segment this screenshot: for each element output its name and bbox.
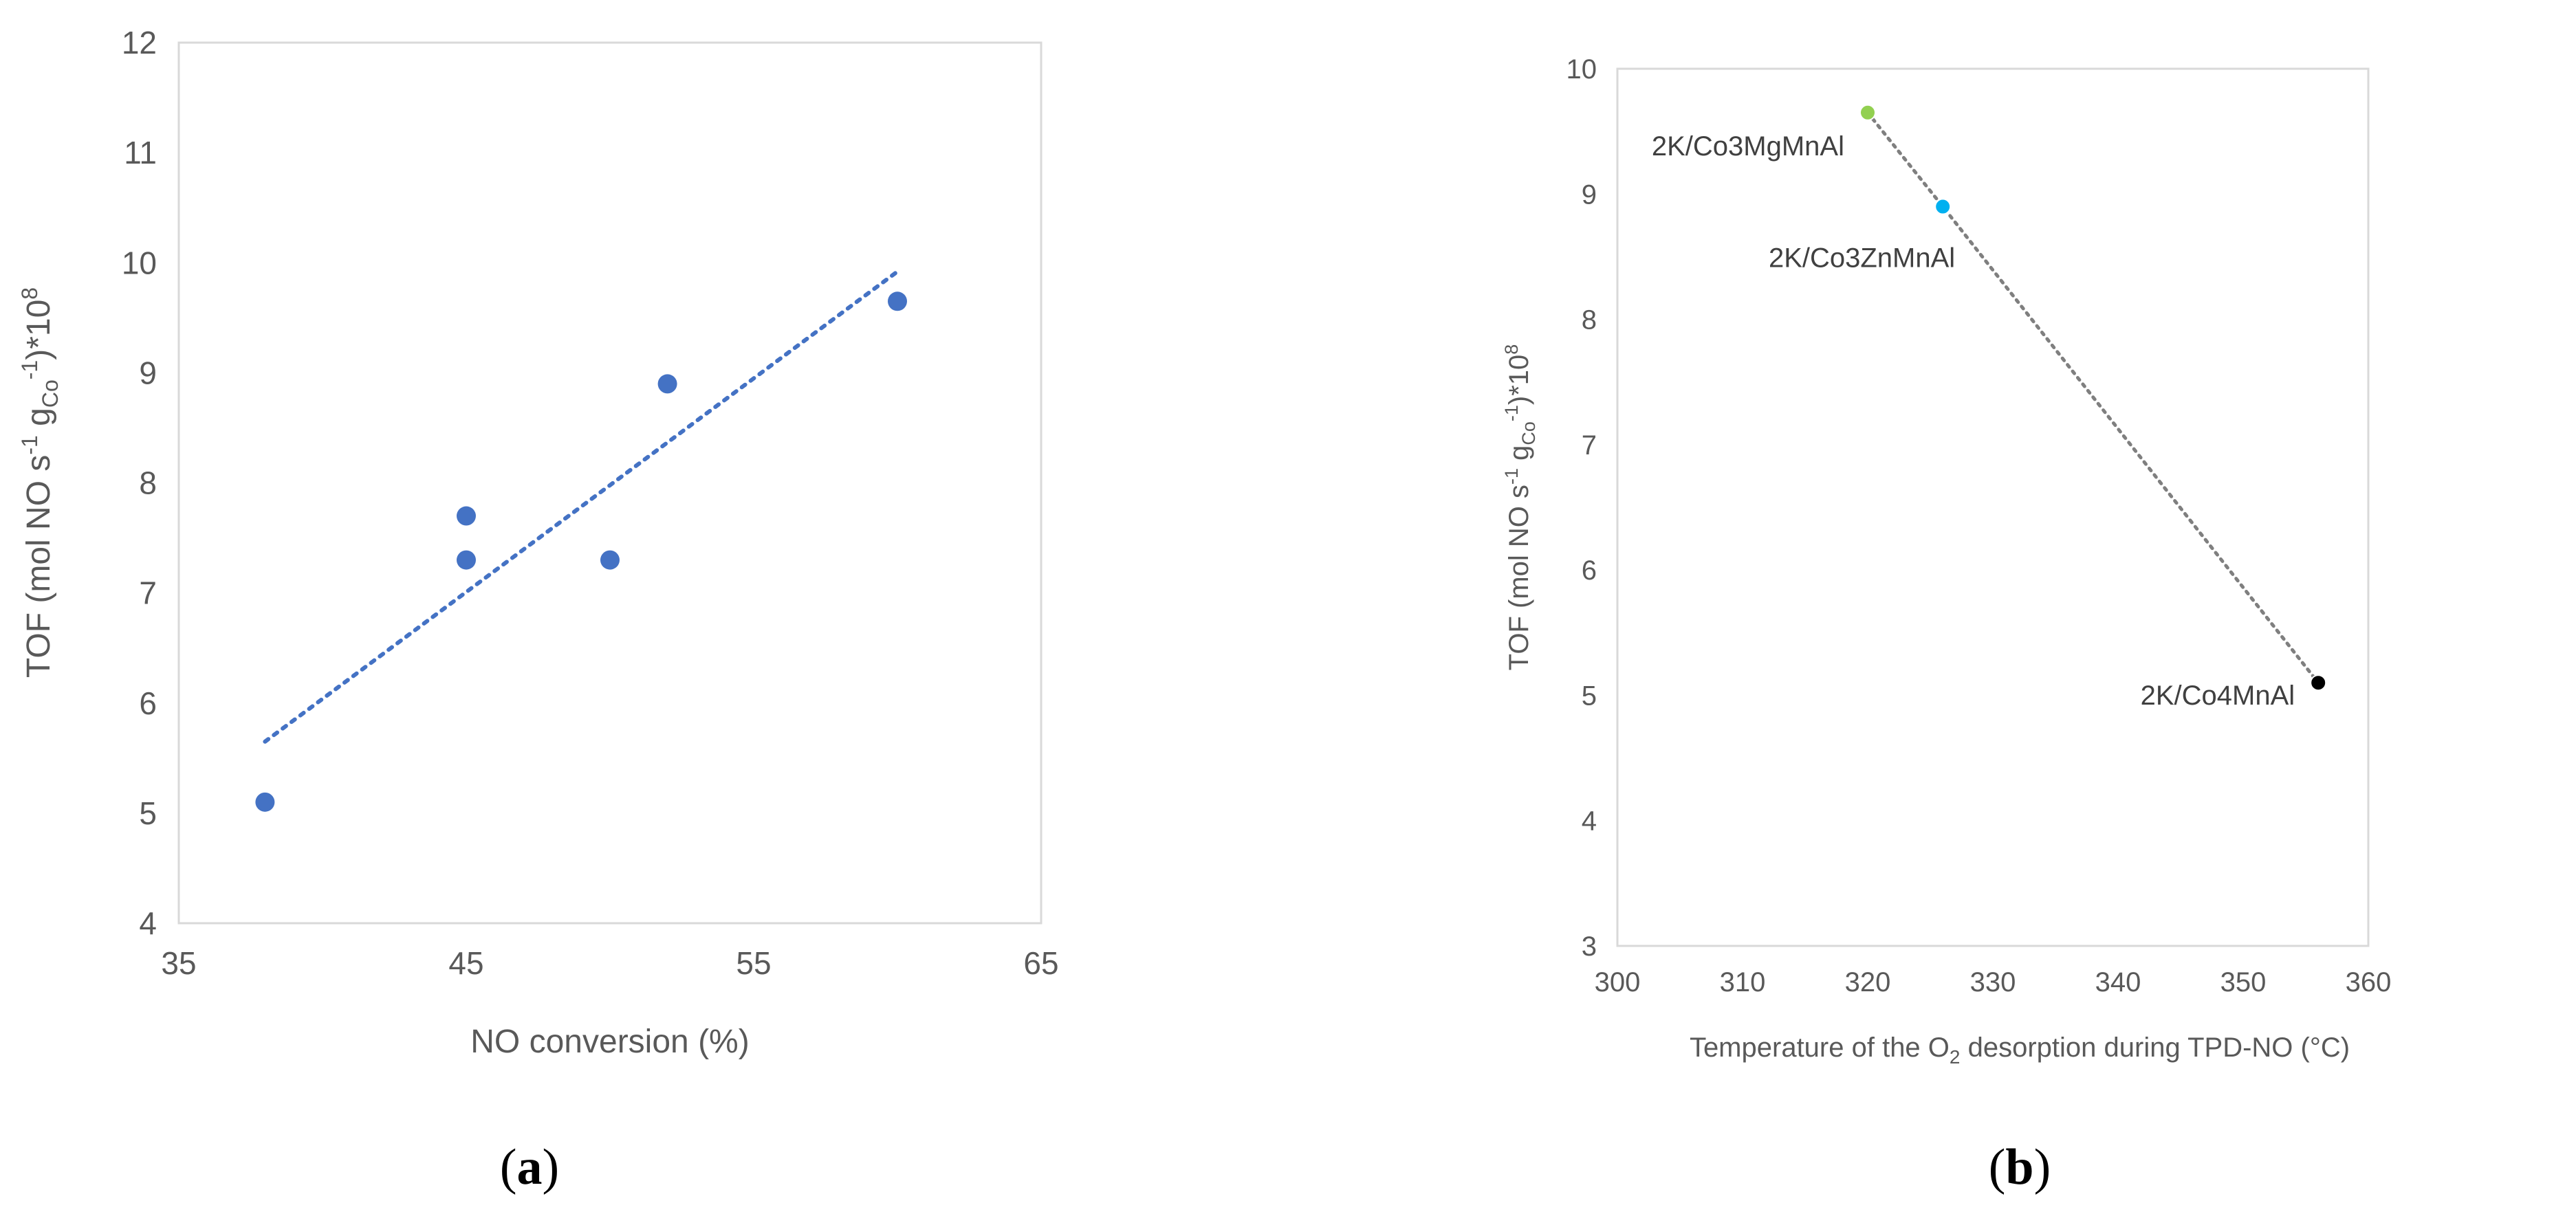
chart-b-x-axis-label: Temperature of the O2 desorption during … (1690, 1033, 2350, 1068)
chart-b-y-tick-label: 5 (1582, 681, 1597, 711)
chart-b-y-tick-label: 8 (1582, 305, 1597, 335)
chart-b-x-tick-label: 340 (2095, 967, 2141, 997)
chart-b-y-tick-labels: 3 4 5 6 7 8 9 10 (1567, 54, 1597, 962)
chart-b-data-point (1859, 104, 1876, 121)
chart-b-y-tick-label: 10 (1567, 54, 1597, 85)
chart-b-y-tick-label: 6 (1582, 555, 1597, 586)
chart-a-data-point (888, 291, 907, 311)
chart-a-x-tick-label: 35 (161, 945, 196, 981)
chart-b-y-tick-label: 9 (1582, 179, 1597, 210)
chart-b-point-label: 2K/Co3MgMnAl (1652, 131, 1844, 162)
chart-b-x-tick-label: 360 (2346, 967, 2392, 997)
chart-b: 3 4 5 6 7 8 9 10 300 310 320 330 340 350 360 2K/Co3Mg… (1501, 54, 2391, 1195)
chart-a-y-tick-label: 7 (139, 575, 157, 611)
chart-b-y-axis-label: TOF (mol NO s-1 gCo-1)*108 (1501, 344, 1539, 671)
chart-b-plot-area (1616, 67, 2370, 947)
chart-a-y-tick-label: 5 (139, 795, 157, 831)
chart-b-connecting-line (1866, 111, 2320, 685)
chart-a-x-tick-labels: 35 45 55 65 (161, 945, 1058, 981)
chart-a-y-tick-label: 11 (124, 135, 157, 170)
chart-a-y-tick-label: 8 (139, 465, 157, 501)
chart-b-x-tick-label: 320 (1845, 967, 1891, 997)
chart-a-y-tick-labels: 4 5 6 7 8 9 10 11 12 (122, 25, 157, 941)
chart-a-y-tick-label: 9 (139, 355, 157, 390)
chart-a-panel-label: (a) (500, 1139, 559, 1195)
chart-a-y-tick-label: 4 (139, 905, 157, 941)
chart-b-data-point (2310, 674, 2327, 692)
chart-a-data-point (600, 550, 620, 570)
chart-b-y-tick-label: 3 (1582, 931, 1597, 962)
chart-b-points (1859, 104, 2327, 692)
chart-a-data-point (457, 506, 476, 526)
chart-b-x-tick-label: 330 (1970, 967, 2016, 997)
chart-b-y-tick-label: 4 (1582, 806, 1597, 837)
chart-b-x-tick-label: 300 (1595, 967, 1641, 997)
chart-a-x-tick-label: 65 (1023, 945, 1058, 981)
chart-a-x-tick-label: 45 (448, 945, 483, 981)
chart-b-y-tick-label: 7 (1582, 430, 1597, 461)
chart-a-x-tick-label: 55 (736, 945, 771, 981)
chart-b-point-label: 2K/Co3ZnMnAl (1769, 243, 1955, 274)
chart-a-points (255, 291, 907, 812)
chart-b-panel-label: (b) (1989, 1139, 2051, 1195)
chart-b-x-tick-label: 310 (1720, 967, 1766, 997)
chart-a-data-point (657, 374, 677, 394)
chart-b-x-tick-label: 350 (2220, 967, 2267, 997)
chart-a-data-point (457, 550, 476, 570)
chart-a-y-tick-label: 6 (139, 685, 157, 721)
chart-a-plot-area (177, 41, 1043, 925)
chart-a-y-tick-label: 10 (122, 245, 157, 280)
chart-a-data-point (255, 792, 275, 812)
chart-a-trendline (263, 269, 899, 744)
chart-b-data-point (1934, 198, 1952, 215)
chart-a-y-tick-label: 12 (122, 25, 157, 60)
chart-b-point-label: 2K/Co4MnAl (2141, 681, 2295, 711)
chart-a-x-axis-label: NO conversion (%) (470, 1024, 749, 1060)
chart-b-point-labels: 2K/Co3MgMnAl 2K/Co3ZnMnAl 2K/Co4MnAl (1652, 131, 2295, 711)
chart-b-x-tick-labels: 300 310 320 330 340 350 360 (1595, 967, 2392, 997)
chart-a-y-axis-label: TOF (mol NO s-1 gCo-1)*108 (17, 287, 63, 678)
